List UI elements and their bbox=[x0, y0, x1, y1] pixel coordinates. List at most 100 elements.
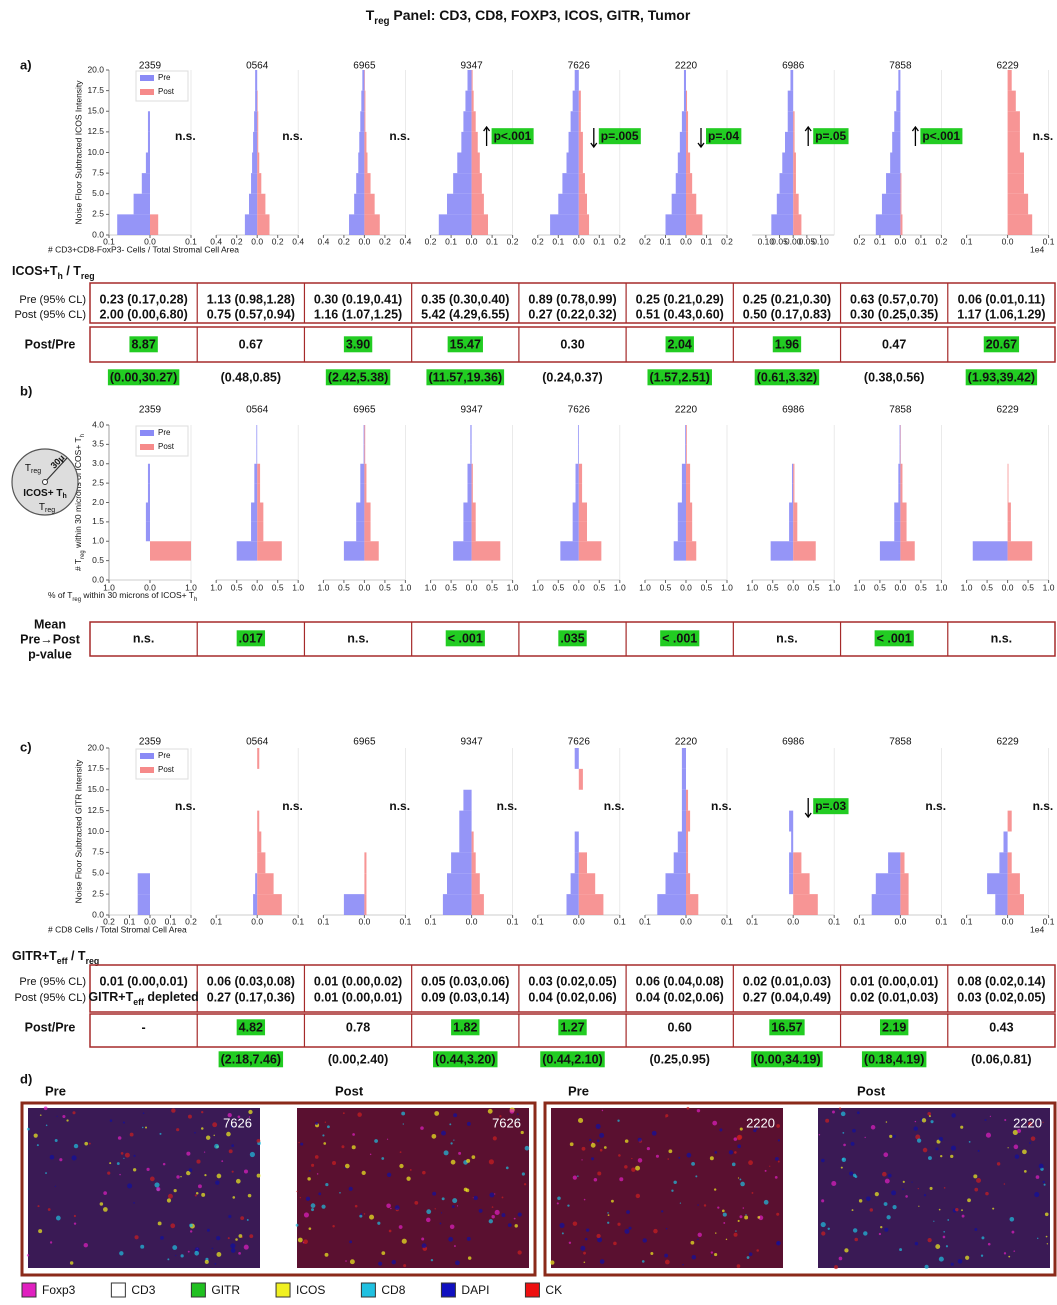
y-tick-label: 4.0 bbox=[92, 419, 104, 429]
ratio-ci: (1.57,2.51) bbox=[649, 370, 709, 384]
micrograph-speck bbox=[205, 1260, 209, 1264]
micrograph-speck bbox=[748, 1160, 753, 1165]
pre-bar bbox=[684, 91, 686, 112]
micrograph-speck bbox=[832, 1111, 835, 1114]
micrograph-speck bbox=[362, 1171, 366, 1175]
micrograph-speck bbox=[381, 1251, 385, 1255]
micrograph-speck bbox=[514, 1218, 516, 1220]
ratio-ci: (0.44,2.10) bbox=[542, 1052, 602, 1066]
post-bar bbox=[257, 111, 258, 132]
image-label: Pre bbox=[568, 1083, 589, 1098]
pre-bar bbox=[995, 894, 1007, 915]
pre-bar bbox=[894, 111, 900, 132]
ratio: 1.82 bbox=[453, 1020, 477, 1034]
patient-id: 6229 bbox=[996, 737, 1019, 748]
micrograph-speck bbox=[986, 1133, 991, 1138]
pre-bar bbox=[792, 464, 793, 483]
post-value: 0.02 (0.01,0.03) bbox=[850, 990, 938, 1004]
micrograph-speck bbox=[89, 1143, 91, 1145]
pre-bar bbox=[360, 111, 364, 132]
pre-bar bbox=[470, 425, 471, 444]
pre-bar bbox=[898, 464, 900, 483]
micrograph-speck bbox=[739, 1215, 742, 1218]
pre-bar bbox=[567, 153, 579, 174]
micrograph-speck bbox=[323, 1142, 326, 1145]
micrograph-speck bbox=[608, 1214, 610, 1216]
micrograph-speck bbox=[231, 1144, 234, 1147]
pre-bar bbox=[356, 173, 364, 194]
micrograph-speck bbox=[322, 1134, 324, 1136]
pre-bar bbox=[789, 852, 793, 873]
x-tick-label: 0.2 bbox=[614, 236, 626, 246]
subscript: reg bbox=[81, 271, 95, 281]
post-bar bbox=[900, 541, 914, 560]
pre-bar bbox=[886, 173, 900, 194]
patient-id: 9347 bbox=[460, 405, 483, 416]
micrograph-speck bbox=[406, 1177, 410, 1181]
micrograph-speck bbox=[450, 1224, 455, 1229]
annotation: n.s. bbox=[711, 799, 732, 813]
micrograph-speck bbox=[928, 1238, 932, 1242]
micrograph-speck bbox=[160, 1236, 164, 1240]
micrograph-speck bbox=[883, 1152, 888, 1157]
post-bar bbox=[364, 894, 366, 915]
pre-bar bbox=[453, 541, 471, 560]
pre-bar bbox=[789, 503, 793, 522]
x-tick-label: 0.2 bbox=[272, 236, 284, 246]
micrograph-speck bbox=[154, 1182, 159, 1187]
pre-bar bbox=[255, 70, 257, 91]
micrograph-speck bbox=[714, 1188, 716, 1190]
x-tick-label: 0.2 bbox=[532, 236, 544, 246]
pre-bar bbox=[443, 894, 472, 915]
text-part: depleted bbox=[144, 990, 199, 1004]
x-tick-label: 0.0 bbox=[894, 236, 906, 246]
post-bar bbox=[793, 214, 801, 235]
micrograph-speck bbox=[710, 1156, 714, 1160]
post-bar bbox=[364, 444, 365, 463]
micrograph-speck bbox=[249, 1234, 253, 1238]
micrograph-speck bbox=[889, 1135, 892, 1138]
ratio: 4.82 bbox=[239, 1020, 263, 1034]
micrograph-speck bbox=[119, 1251, 123, 1255]
micrograph-speck bbox=[737, 1144, 741, 1148]
text-part: ICOS+T bbox=[12, 264, 58, 278]
pre-bar bbox=[255, 873, 257, 894]
y-axis-label: Noise Floor Subtracted ICOS Intensity bbox=[73, 80, 83, 225]
micrograph-speck bbox=[834, 1265, 838, 1269]
micrograph-speck bbox=[311, 1208, 314, 1211]
micrograph-speck bbox=[607, 1212, 609, 1214]
legend-swatch bbox=[191, 1283, 205, 1297]
post-value: 5.42 (4.29,6.55) bbox=[421, 307, 509, 321]
patient-id: 2220 bbox=[675, 405, 698, 416]
post-bar bbox=[1008, 153, 1024, 174]
post-bar bbox=[1008, 852, 1012, 873]
y-tick-label: 7.5 bbox=[92, 847, 104, 857]
post-bar bbox=[257, 214, 269, 235]
post-bar bbox=[472, 173, 482, 194]
text-part: ICOS+ T bbox=[23, 488, 62, 499]
micrograph-speck bbox=[74, 1144, 78, 1148]
row-label: Pre (95% CL) bbox=[19, 294, 86, 306]
x-tick-label: 1.0 bbox=[292, 582, 304, 592]
micrograph-speck bbox=[410, 1169, 412, 1171]
micrograph-speck bbox=[100, 1202, 103, 1205]
pre-bar bbox=[888, 852, 900, 873]
micrograph-speck bbox=[84, 1142, 88, 1146]
post-bar bbox=[579, 194, 587, 215]
annotation: n.s. bbox=[175, 799, 196, 813]
micrograph-speck bbox=[317, 1173, 319, 1175]
x-tick-label: 0.0 bbox=[894, 582, 906, 592]
post-bar bbox=[257, 483, 260, 502]
micrograph-speck bbox=[118, 1136, 122, 1140]
micrograph-speck bbox=[508, 1223, 512, 1227]
pre-bar bbox=[1004, 832, 1008, 853]
pre-bar bbox=[358, 153, 364, 174]
micrograph-speck bbox=[680, 1202, 681, 1203]
post-bar bbox=[686, 153, 690, 174]
micrograph-speck bbox=[228, 1215, 231, 1218]
micrograph-speck bbox=[704, 1204, 706, 1206]
micrograph-speck bbox=[180, 1176, 182, 1178]
legend-label: Post bbox=[158, 765, 175, 774]
post-bar bbox=[900, 173, 901, 194]
pre-bar bbox=[682, 790, 686, 811]
